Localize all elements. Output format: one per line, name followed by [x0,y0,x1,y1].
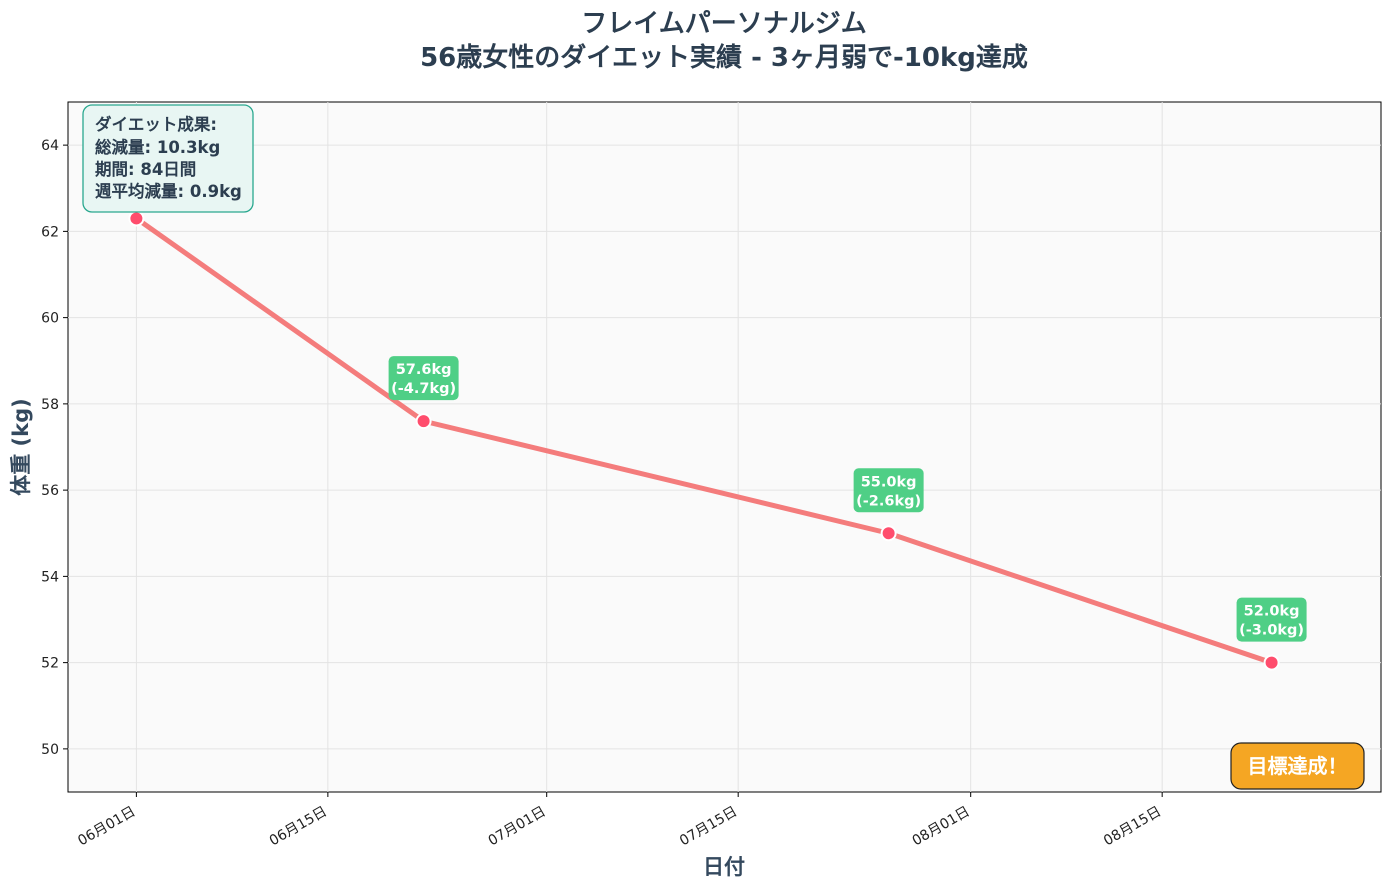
y-axis-label: 体重 (kg) [9,398,33,496]
y-tick-label: 60 [41,311,59,327]
summary-line-2: 総減量: 10.3kg [95,137,220,157]
y-tick-label: 62 [41,224,59,240]
x-axis-label: 日付 [703,855,745,879]
y-axis-ticks: 50 52 54 56 58 60 62 64 [41,138,68,758]
x-axis-ticks: 06月01日 06月15日 07月01日 07月15日 08月01日 08月15日 [75,792,1164,849]
y-tick-label: 64 [41,138,59,154]
point-annotations: 57.6kg (-4.7kg) 55.0kg (-2.6kg) 52.0kg (-3.0k… [388,356,1307,642]
series-line [133,215,1275,666]
x-tick-label: 08月01日 [910,804,973,850]
data-point [128,210,145,227]
chart-title: フレイムパーソナルジム [581,9,866,39]
goal-badge-background [1230,742,1365,790]
summary-box: ダイエット成果: 総減量: 10.3kg 期間: 84日間 週平均減量: 0.9… [82,104,254,213]
point-annotation-value: 57.6kg [396,362,452,378]
summary-line-4: 週平均減量: 0.9kg [95,181,242,201]
y-tick-label: 52 [41,656,59,672]
data-point [415,413,432,430]
x-tick-label: 07月01日 [486,804,549,850]
goal-badge-text: 目標達成！ [1248,754,1348,778]
point-annotation: 52.0kg (-3.0kg) [1236,597,1307,642]
point-annotation-background [853,468,924,513]
point-annotation-change: (-4.7kg) [391,381,456,397]
point-annotation: 57.6kg (-4.7kg) [388,356,459,401]
summary-box-background [82,104,254,213]
point-annotation-value: 52.0kg [1244,604,1300,620]
goal-badge: 目標達成！ [1230,742,1365,790]
data-point [880,525,897,542]
y-tick-label: 50 [41,742,59,758]
summary-line-1: ダイエット成果: [95,114,217,134]
point-annotation-background [1236,597,1307,642]
x-tick-label: 08月15日 [1101,804,1164,850]
point-annotation-value: 55.0kg [861,474,917,490]
x-tick-label: 06月15日 [267,804,330,850]
chart-subtitle: 56歳女性のダイエット実績 - 3ヶ月弱で-10kg達成 [420,42,1028,73]
grid-lines [68,102,1381,792]
data-points [128,210,1280,671]
point-annotation-change: (-2.6kg) [856,493,921,509]
y-tick-label: 58 [41,397,59,413]
point-annotation-change: (-3.0kg) [1239,623,1304,639]
weight-series-line [133,215,1275,666]
point-annotation-background [388,356,459,401]
data-point [1263,654,1280,671]
y-tick-label: 56 [41,483,59,499]
summary-line-3: 期間: 84日間 [95,160,196,179]
x-tick-label: 06月01日 [75,804,138,850]
x-tick-label: 07月15日 [677,804,740,850]
plot-area [67,101,1382,793]
y-tick-label: 54 [41,569,59,585]
point-annotation: 55.0kg (-2.6kg) [853,468,924,513]
